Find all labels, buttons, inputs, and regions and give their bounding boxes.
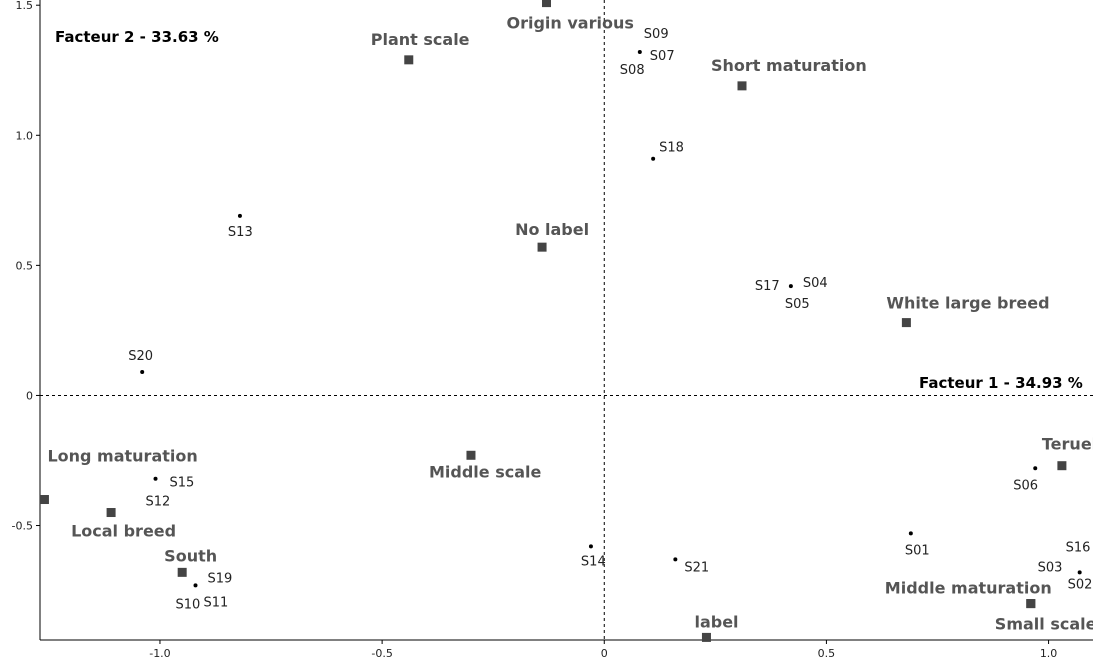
modality-point — [1057, 461, 1067, 471]
modality-point — [542, 0, 552, 8]
y-tick-label: 1.0 — [16, 129, 34, 142]
y-tick-label: 0 — [26, 389, 33, 402]
modality-label: Middle scale — [429, 462, 542, 481]
observation-label: S11 — [204, 595, 229, 610]
x-tick-label: 1.0 — [1040, 647, 1058, 660]
factor-2-label: Facteur 2 - 33.63 % — [55, 28, 219, 46]
observation-label: S09 — [644, 27, 669, 42]
observation-point — [908, 531, 913, 536]
observation-label: S17 — [755, 279, 780, 294]
modality-points: Origin various Plant scale Short maturatio… — [39, 0, 1093, 642]
modality-point — [466, 450, 476, 460]
observation-label: S18 — [659, 141, 684, 156]
y-tick-label: 1.5 — [16, 0, 34, 12]
modality-label: Local breed — [71, 522, 176, 541]
observation-point — [193, 583, 198, 588]
modality-label: South — [164, 546, 217, 565]
observation-label: S19 — [208, 571, 233, 586]
modality-point — [1026, 599, 1036, 609]
observation-label: S10 — [176, 597, 201, 612]
y-tick-label: -0.5 — [12, 520, 33, 533]
observation-label: S07 — [650, 49, 675, 64]
axes — [39, 0, 1093, 641]
modality-label: Long maturation — [47, 447, 197, 466]
observation-point — [673, 557, 678, 562]
observation-label: S16 — [1066, 540, 1091, 555]
x-tick-label: -1.0 — [149, 647, 170, 660]
observation-label: S13 — [228, 225, 253, 240]
modality-label: Middle maturation — [885, 579, 1052, 598]
observation-label: S04 — [803, 276, 828, 291]
observation-point — [588, 544, 593, 549]
x-tick-label: -0.5 — [371, 647, 392, 660]
observation-label: S21 — [684, 560, 709, 575]
observation-point — [1033, 466, 1038, 471]
observation-point — [140, 370, 145, 375]
observation-point — [637, 50, 642, 55]
observation-label: S03 — [1038, 560, 1063, 575]
x-tick-label: 0.5 — [818, 647, 836, 660]
observation-point — [237, 213, 242, 218]
modality-label: label — [694, 612, 738, 631]
observation-point — [153, 476, 158, 481]
observation-point — [788, 284, 793, 289]
observation-point — [651, 156, 656, 161]
modality-point — [106, 508, 116, 518]
observation-point — [1077, 570, 1082, 575]
tick-labels: -1.0 -0.5 0 0.5 1.0 1.5 1.0 0.5 0 -0.5 — [12, 0, 1058, 660]
modality-label: Teruel — [1042, 435, 1093, 454]
modality-point — [39, 495, 49, 505]
observation-label: S14 — [581, 554, 606, 569]
modality-point — [404, 55, 414, 65]
modality-label: Short maturation — [711, 56, 867, 75]
factor-1-label: Facteur 1 - 34.93 % — [919, 374, 1083, 392]
modality-label: Plant scale — [371, 30, 470, 49]
observation-label: S06 — [1013, 478, 1038, 493]
modality-label: Origin various — [507, 14, 634, 33]
modality-point — [177, 567, 187, 577]
modality-label: Small scale — [995, 615, 1093, 634]
observation-label: S15 — [170, 476, 195, 491]
modality-label: No label — [515, 220, 589, 239]
modality-point — [901, 318, 911, 328]
observation-label: S08 — [620, 63, 645, 78]
x-tick-label: 0 — [601, 647, 608, 660]
modality-label: White large breed — [886, 294, 1049, 313]
observation-label: S20 — [128, 349, 153, 364]
modality-point — [537, 242, 547, 252]
observation-label: S05 — [785, 297, 810, 312]
y-tick-label: 0.5 — [16, 259, 34, 272]
observation-label: S12 — [146, 495, 171, 510]
modality-point — [737, 81, 747, 91]
observation-label: S02 — [1068, 577, 1093, 592]
modality-point — [701, 632, 711, 642]
observation-label: S01 — [905, 543, 930, 558]
